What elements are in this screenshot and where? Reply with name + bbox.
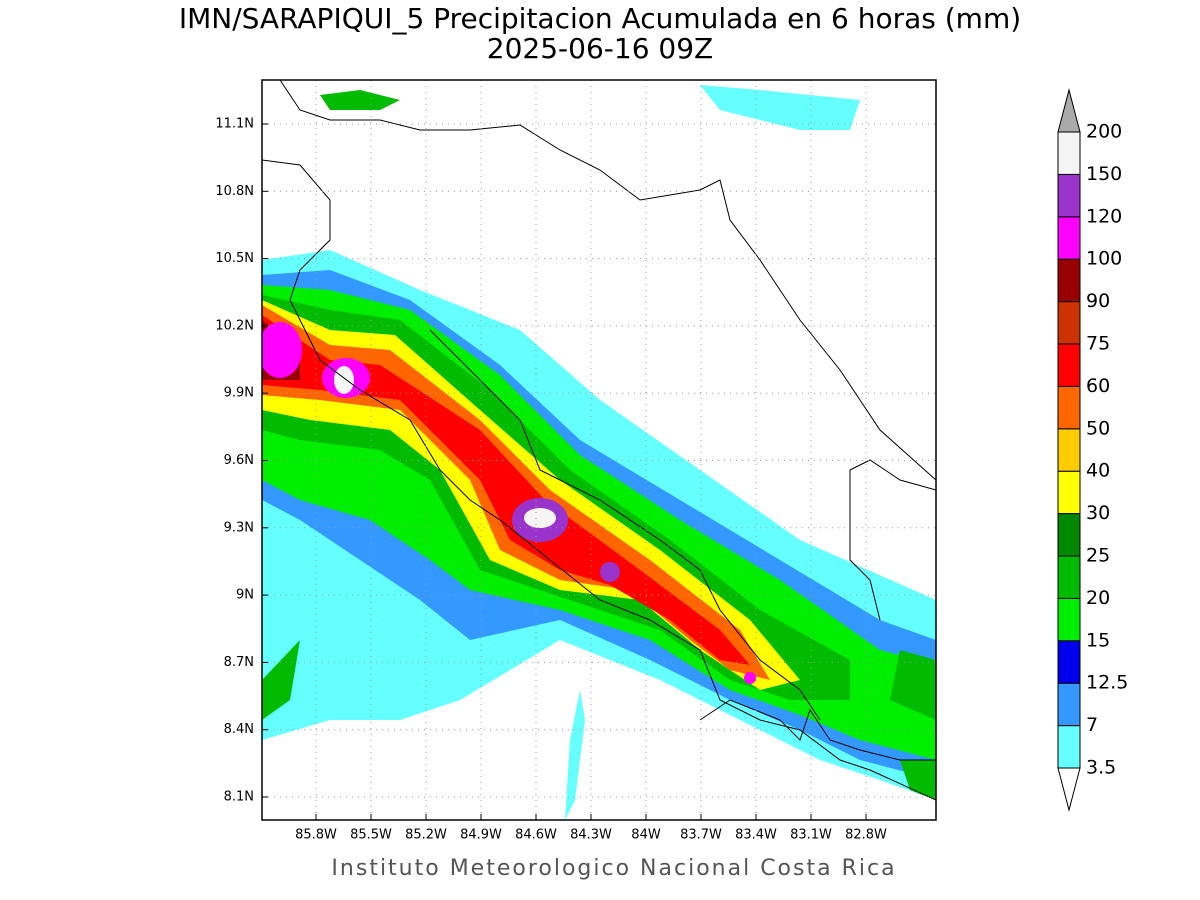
precip-field	[262, 85, 936, 820]
lon-tick-label: 85.5W	[350, 828, 392, 843]
lon-tick-label: 84W	[631, 828, 661, 843]
lon-tick-label: 83.7W	[680, 828, 722, 843]
colorbar-label: 50	[1086, 417, 1110, 439]
lat-tick-label: 11.1N	[215, 117, 254, 132]
colorbar-box	[1057, 470, 1081, 515]
colorbar-box	[1057, 131, 1081, 175]
colorbar-label: 3.5	[1086, 757, 1116, 779]
lat-tick-label: 9.6N	[224, 453, 254, 468]
colorbar-box	[1057, 343, 1081, 387]
colorbar-label: 20	[1086, 587, 1110, 609]
lon-tick-label: 84.3W	[570, 828, 612, 843]
lat-tick-label: 9N	[236, 588, 254, 603]
colorbar-label: 200	[1086, 121, 1122, 143]
colorbar-label: 7	[1086, 714, 1098, 736]
colorbar-high-end	[1057, 88, 1081, 133]
colorbar: 3.5 7 12.5 15 20 25 30 40 50 60 75 90 100 120 150 200	[1057, 88, 1128, 812]
title: IMN/SARAPIQUI_5 Precipitacion Acumulada …	[179, 2, 1021, 35]
colorbar-box	[1057, 258, 1081, 303]
colorbar-label: 12.5	[1086, 672, 1128, 694]
colorbar-label: 15	[1086, 629, 1110, 651]
colorbar-label: 75	[1086, 333, 1110, 355]
lon-tick-label: 82.8W	[845, 828, 887, 843]
lat-tick-label: 8.7N	[224, 655, 254, 670]
footer: Instituto Meteorologico Nacional Costa R…	[331, 856, 896, 881]
lat-tick-label: 10.2N	[215, 318, 254, 333]
colorbar-box	[1057, 513, 1081, 557]
lon-tick-label: 85.8W	[295, 828, 337, 843]
colorbar-box	[1057, 640, 1081, 684]
colorbar-box	[1057, 385, 1081, 430]
colorbar-label: 100	[1086, 248, 1122, 270]
lat-tick-label: 9.9N	[224, 386, 254, 401]
axes: 85.8W 85.5W 85.2W 84.9W 84.6W 84.3W 84W 83.7W 83…	[215, 80, 936, 843]
lat-tick-label: 10.5N	[215, 251, 254, 266]
colorbar-box	[1057, 428, 1081, 472]
lat-tick-label: 10.8N	[215, 184, 254, 199]
colorbar-low-end	[1057, 767, 1081, 812]
lon-tick-label: 83.4W	[735, 828, 777, 843]
colorbar-box	[1057, 173, 1081, 218]
subtitle: 2025-06-16 09Z	[487, 32, 713, 65]
lat-tick-label: 8.4N	[224, 722, 254, 737]
lon-tick-label: 85.2W	[405, 828, 447, 843]
colorbar-label: 60	[1086, 375, 1110, 397]
colorbar-box	[1057, 725, 1081, 769]
lon-tick-label: 84.6W	[515, 828, 557, 843]
colorbar-box	[1057, 216, 1081, 260]
colorbar-label: 30	[1086, 502, 1110, 524]
lat-tick-label: 8.1N	[224, 790, 254, 805]
lat-tick-label: 9.3N	[224, 520, 254, 535]
colorbar-label: 25	[1086, 545, 1110, 567]
coastlines	[262, 80, 936, 801]
lon-tick-label: 84.9W	[460, 828, 502, 843]
lon-tick-label: 83.1W	[790, 828, 832, 843]
colorbar-label: 150	[1086, 163, 1122, 185]
map-frame	[261, 79, 937, 821]
colorbar-box	[1057, 682, 1081, 727]
colorbar-label: 120	[1086, 205, 1122, 227]
colorbar-box	[1057, 301, 1081, 345]
colorbar-label: 40	[1086, 460, 1110, 482]
colorbar-box	[1057, 597, 1081, 642]
colorbar-label: 90	[1086, 290, 1110, 312]
colorbar-box	[1057, 555, 1081, 599]
